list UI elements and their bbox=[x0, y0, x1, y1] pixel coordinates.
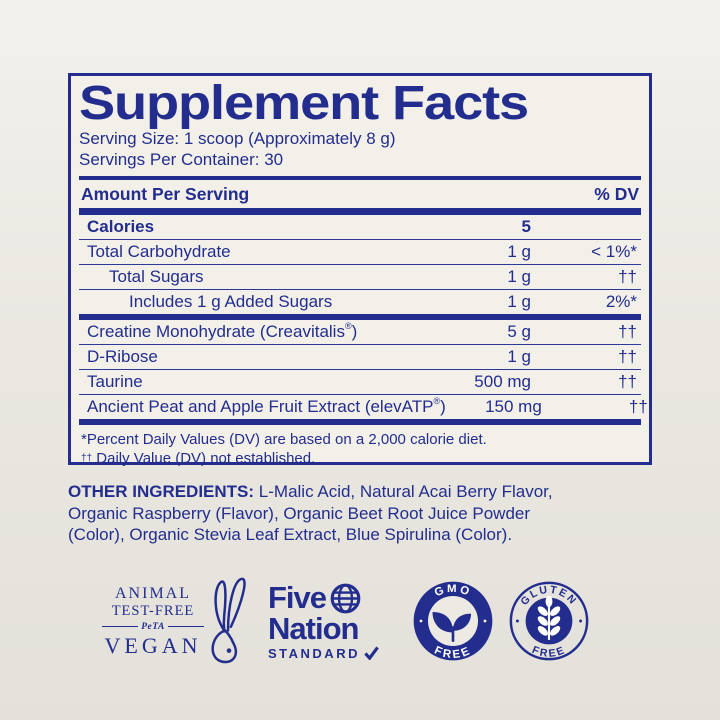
five-nation-row3: STANDARD bbox=[268, 646, 398, 661]
divider-top bbox=[79, 176, 641, 180]
leaf-icon bbox=[432, 611, 472, 642]
nutrient-dv: 2%* bbox=[605, 292, 637, 311]
other-ingredients: OTHER INGREDIENTS: L-Malic Acid, Natural… bbox=[68, 481, 580, 546]
nutrient-row: Taurine 500 mg †† bbox=[79, 369, 641, 394]
nutrient-name: Taurine bbox=[87, 372, 143, 391]
nation-text: Nation bbox=[268, 610, 359, 646]
nutrient-name: Total Carbohydrate bbox=[87, 242, 231, 261]
standard-text: STANDARD bbox=[268, 645, 360, 661]
nutrient-name: Creatine Monohydrate (Creavitalis®) bbox=[87, 321, 358, 341]
nutrient-dv: < 1%* bbox=[591, 242, 637, 261]
nutrient-row: Ancient Peat and Apple Fruit Extract (el… bbox=[79, 394, 648, 419]
footnote: *Percent Daily Values (DV) are based on … bbox=[81, 431, 487, 448]
nutrient-row: Total Sugars 1 g †† bbox=[79, 264, 641, 289]
svg-text:FREE: FREE bbox=[530, 644, 568, 660]
panel-title: Supplement Facts bbox=[79, 77, 529, 130]
nutrient-dv: †† bbox=[618, 267, 637, 286]
nutrient-amount: 150 mg bbox=[485, 397, 542, 416]
percent-dv-header: % DV bbox=[594, 183, 639, 204]
nutrient-amount: 1 g bbox=[507, 267, 531, 286]
amount-per-serving-header: Amount Per Serving bbox=[81, 183, 250, 204]
nutrient-amount: 5 bbox=[521, 217, 531, 236]
nutrient-name: Total Sugars bbox=[109, 267, 204, 286]
globe-icon bbox=[330, 583, 361, 613]
nutrient-dv: †† bbox=[618, 372, 637, 391]
peta-divider: PeTA bbox=[102, 621, 205, 632]
peta-testfree-text: TEST-FREE bbox=[111, 602, 195, 619]
peta-brand-text: PeTA bbox=[141, 621, 165, 632]
nutrient-table: Calories 5 Total Carbohydrate 1 g < 1%* Total… bbox=[79, 215, 648, 419]
footnotes: *Percent Daily Values (DV) are based on … bbox=[79, 425, 641, 468]
nutrient-dv: †† bbox=[618, 322, 637, 341]
nutrient-name: Includes 1 g Added Sugars bbox=[129, 292, 333, 311]
nutrient-amount: 5 g bbox=[507, 322, 531, 341]
badge-row: ANIMAL TEST-FREE PeTA VEGAN Five bbox=[98, 576, 590, 666]
divider-header bbox=[79, 208, 641, 215]
footnote: †† Daily Value (DV) not established. bbox=[81, 450, 316, 467]
peta-rule-left bbox=[102, 625, 139, 628]
gmo-free-badge: GMO FREE bbox=[413, 581, 493, 661]
nutrient-name: D-Ribose bbox=[87, 347, 158, 366]
serving-size-text: Serving Size: 1 scoop (Approximately 8 g… bbox=[79, 129, 396, 148]
five-text: Five bbox=[268, 580, 327, 615]
nutrient-name: Calories bbox=[87, 217, 155, 236]
checkmark-icon bbox=[364, 646, 379, 660]
divider-footnotes bbox=[79, 419, 641, 425]
nutrient-amount: 1 g bbox=[507, 242, 531, 261]
nutrient-amount: 500 mg bbox=[474, 372, 531, 391]
nutrient-row: Calories 5 bbox=[79, 215, 641, 239]
nutrient-row: Total Carbohydrate 1 g < 1%* bbox=[79, 239, 641, 264]
nutrient-name: Ancient Peat and Apple Fruit Extract (el… bbox=[87, 396, 446, 416]
five-nation-badge: Five Nation STANDARD bbox=[268, 582, 398, 661]
nutrient-row: D-Ribose 1 g †† bbox=[79, 344, 641, 369]
peta-animal-text: ANIMAL bbox=[115, 584, 191, 602]
nutrient-amount: 1 g bbox=[507, 347, 531, 366]
supplement-facts-panel: Supplement Facts Serving Size: 1 scoop (… bbox=[68, 73, 652, 468]
table-header-row: Amount Per Serving % DV bbox=[79, 180, 641, 208]
servings-per-container-text: Servings Per Container: 30 bbox=[79, 150, 284, 169]
section-divider bbox=[79, 314, 641, 320]
wheat-icon bbox=[537, 595, 561, 640]
other-ingredients-text: L-Malic Acid, Natural Acai Berry Flavor,… bbox=[68, 482, 553, 544]
five-nation-row1: Five bbox=[268, 582, 398, 615]
nutrient-dv: †† bbox=[628, 397, 648, 416]
gluten-bottom-text: FREE bbox=[530, 644, 566, 660]
peta-bunny-icon bbox=[211, 577, 246, 664]
nutrient-row: Creatine Monohydrate (Creavitalis®) 5 g †† bbox=[79, 320, 641, 344]
gluten-free-badge: GLUTEN FREE bbox=[509, 581, 589, 661]
nutrient-amount: 1 g bbox=[507, 292, 531, 311]
nutrient-row: Includes 1 g Added Sugars 1 g 2%* bbox=[79, 289, 641, 314]
peta-vegan-badge: ANIMAL TEST-FREE PeTA VEGAN bbox=[98, 577, 254, 665]
peta-rule-right bbox=[167, 625, 205, 628]
peta-text-block: ANIMAL TEST-FREE PeTA VEGAN bbox=[98, 585, 208, 658]
other-ingredients-label: OTHER INGREDIENTS: bbox=[68, 482, 255, 501]
nutrient-dv: †† bbox=[618, 347, 637, 366]
peta-vegan-text: VEGAN bbox=[104, 632, 202, 658]
